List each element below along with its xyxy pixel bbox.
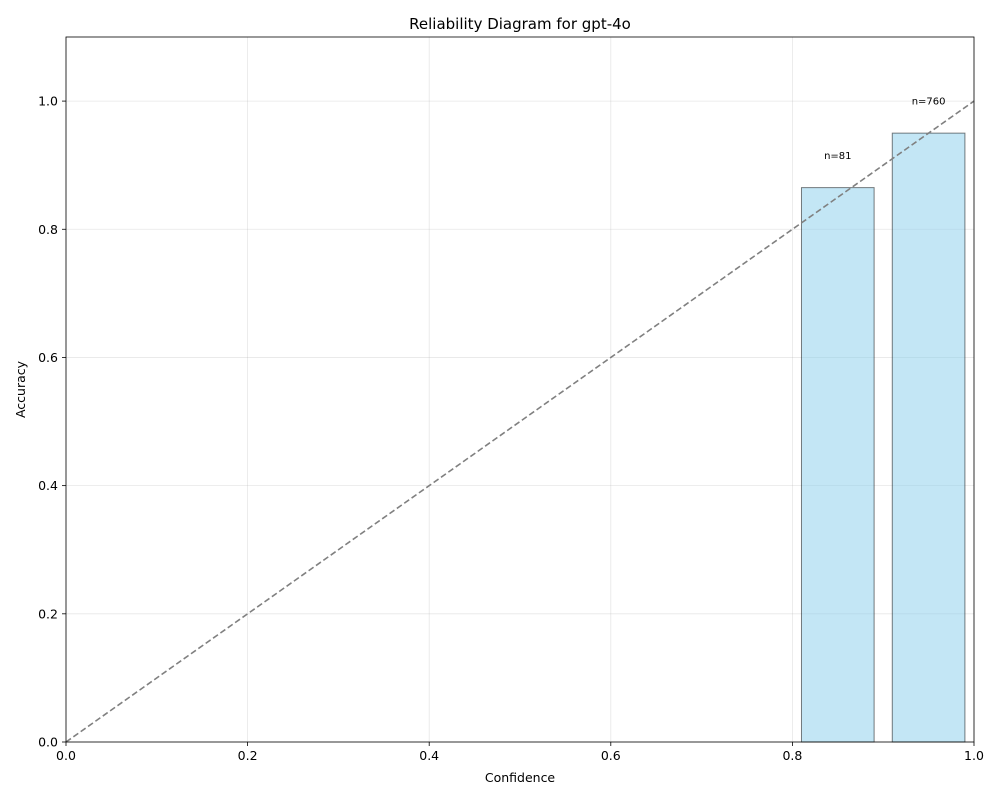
bar-count-label: n=81 (824, 151, 851, 162)
y-tick-label: 0.4 (38, 478, 58, 493)
x-tick-label: 0.6 (601, 748, 621, 763)
y-tick-label: 0.6 (38, 350, 58, 365)
x-tick-label: 0.2 (238, 748, 258, 763)
perfect-calibration-line (65, 100, 975, 743)
y-axis-label: Accuracy (13, 360, 28, 418)
x-axis-label: Confidence (485, 770, 556, 785)
bar-count-label: n=760 (912, 97, 946, 108)
bar-label-layer: n=81 n=760 (824, 97, 945, 162)
y-tick-label: 0.8 (38, 222, 58, 237)
x-tick-label: 0.4 (419, 748, 439, 763)
x-tick-label: 0.8 (782, 748, 802, 763)
y-axis-ticks: 0.0 0.2 0.4 0.6 0.8 1.0 (38, 94, 66, 750)
plot-frame (65, 36, 975, 743)
x-axis-ticks: 0.0 0.2 0.4 0.6 0.8 1.0 (56, 742, 984, 763)
x-tick-label: 1.0 (964, 748, 984, 763)
reliability-bar (891, 132, 966, 743)
y-tick-label: 0.0 (38, 735, 58, 750)
chart-title: Reliability Diagram for gpt-4o (409, 15, 631, 33)
x-tick-label: 0.0 (56, 748, 76, 763)
reference-line-layer (65, 100, 975, 743)
y-tick-label: 1.0 (38, 94, 58, 109)
y-tick-label: 0.2 (38, 606, 58, 621)
reliability-bar (800, 187, 875, 743)
bar-layer (800, 132, 966, 743)
